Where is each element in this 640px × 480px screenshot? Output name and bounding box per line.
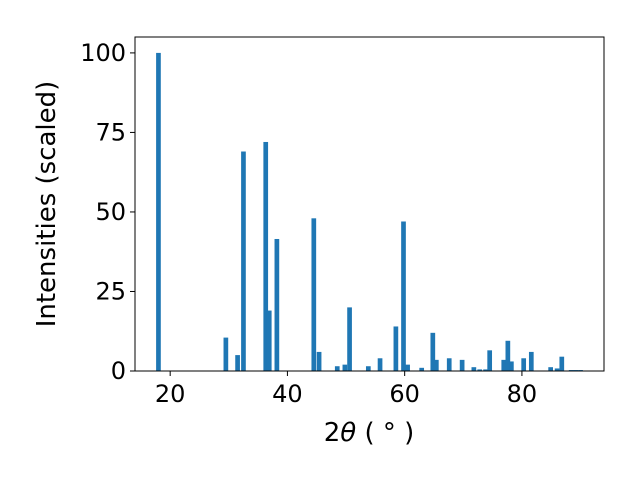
- bar: [509, 361, 514, 371]
- bar: [505, 340, 511, 371]
- y-tick-label: 50: [95, 198, 126, 226]
- bar: [459, 359, 465, 371]
- x-axis-label-main: 2: [324, 418, 341, 448]
- bar: [433, 359, 439, 371]
- bar: [446, 358, 452, 371]
- bar: [334, 366, 340, 371]
- bar: [405, 364, 410, 371]
- bar: [235, 355, 240, 371]
- bar: [316, 351, 322, 371]
- bar: [393, 326, 399, 371]
- x-tick-label: 80: [507, 380, 538, 408]
- bar: [377, 358, 383, 371]
- bar: [483, 369, 488, 371]
- bar: [477, 369, 483, 371]
- bar: [548, 367, 553, 371]
- bar: [263, 141, 269, 371]
- y-tick-label: 25: [95, 277, 126, 305]
- bar: [554, 368, 560, 371]
- bar: [501, 359, 507, 371]
- bar: [528, 351, 534, 371]
- bar: [401, 221, 406, 371]
- bar: [156, 52, 161, 372]
- plot-frame: [134, 36, 605, 372]
- bar: [342, 364, 348, 371]
- bar: [471, 367, 477, 371]
- y-axis-label: Intensities (scaled): [32, 81, 62, 328]
- bar: [311, 218, 317, 371]
- bar: [419, 367, 425, 371]
- y-tick-label: 0: [111, 357, 126, 385]
- x-tick-label: 40: [272, 380, 303, 408]
- y-tick-label: 100: [80, 39, 126, 67]
- x-tick-label: 60: [389, 380, 420, 408]
- bar: [223, 337, 229, 371]
- bar: [266, 310, 272, 371]
- x-axis-label: 2θ ( ° ): [324, 418, 415, 448]
- bar: [241, 151, 246, 371]
- x-axis-label-symbol: θ: [340, 418, 356, 448]
- y-tick-label: 75: [95, 118, 126, 146]
- x-tick-label: 20: [155, 380, 186, 408]
- bar: [365, 366, 371, 371]
- bar: [559, 356, 565, 371]
- x-axis-label-unit: ( ° ): [356, 418, 414, 448]
- bar: [521, 358, 527, 371]
- bar: [274, 238, 280, 371]
- bar: [347, 307, 352, 371]
- bar: [430, 332, 436, 371]
- x-axis-ticks: 20 40 60 80: [155, 371, 537, 408]
- y-axis-ticks: 0 25 50 75 100: [80, 39, 135, 385]
- bar: [487, 350, 493, 371]
- bars-group: [156, 52, 583, 372]
